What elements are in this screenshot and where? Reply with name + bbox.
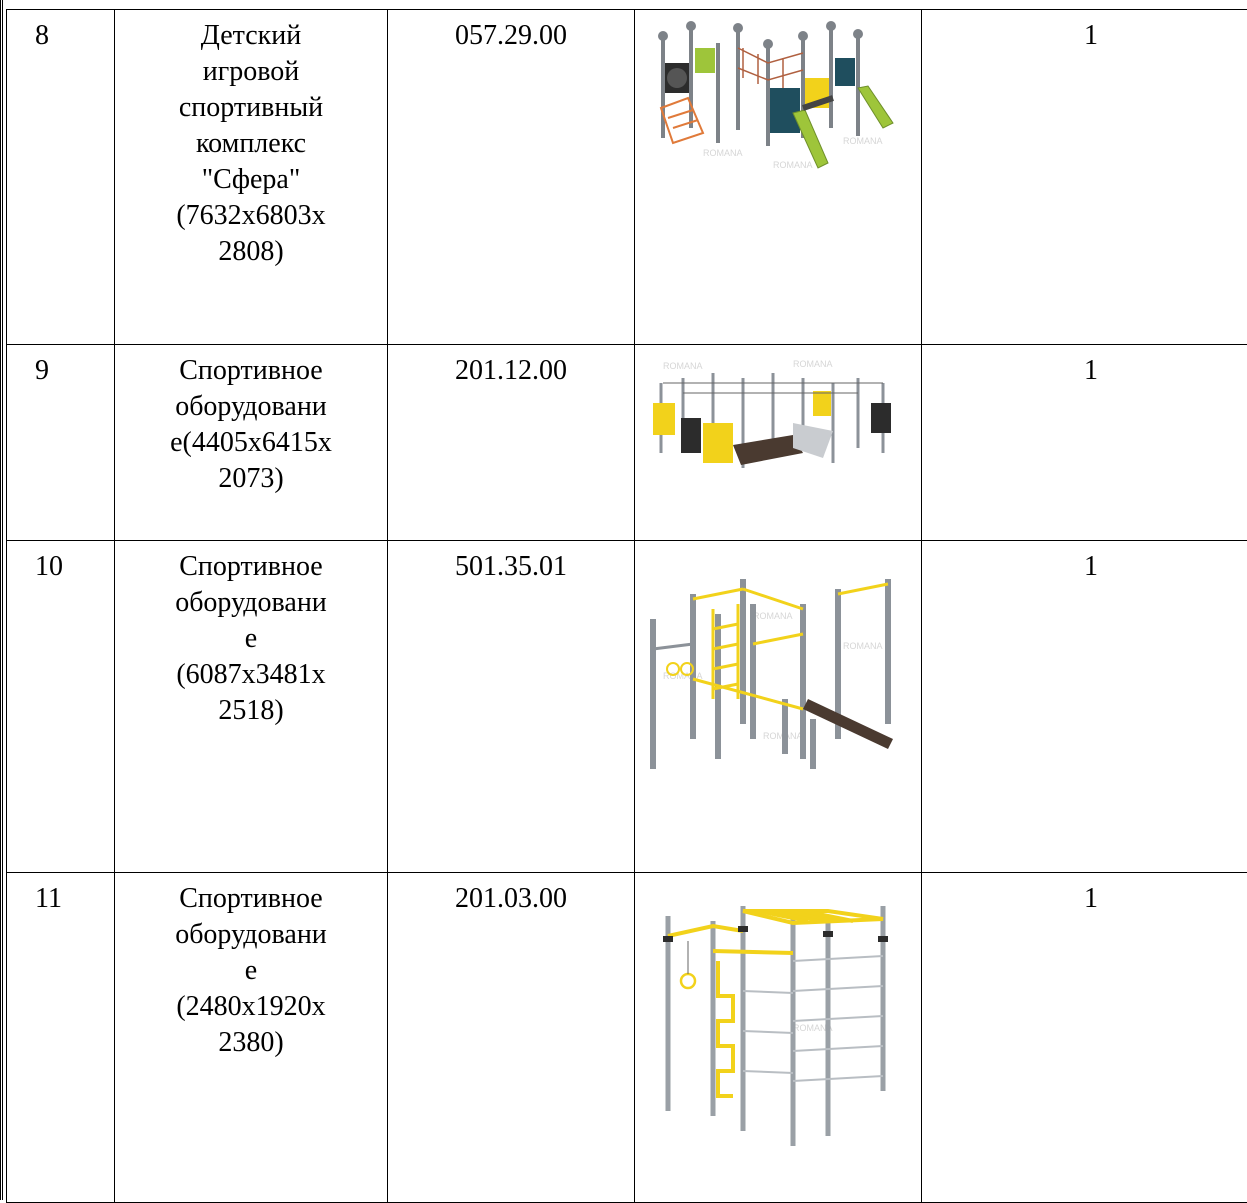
svg-text:ROMANA: ROMANA (663, 361, 703, 371)
row-number-cell: 10 (7, 541, 115, 873)
svg-text:ROMANA: ROMANA (703, 148, 743, 158)
svg-text:ROMANA: ROMANA (843, 136, 883, 146)
item-name-cell: Детский игровой спортивный комплекс "Сфе… (115, 10, 388, 345)
playground-complex-image: ROMANA ROMANA ROMANA (643, 18, 908, 193)
row-number: 8 (35, 10, 114, 54)
item-name-cell: Спортивное оборудовани е (2480x1920x 238… (115, 873, 388, 1203)
row-number: 9 (35, 345, 114, 389)
item-name-cell: Спортивное оборудовани е (6087x3481x 251… (115, 541, 388, 873)
equipment-table: 8 Детский игровой спортивный комплекс "С… (6, 9, 1247, 1203)
table-row: 9 Спортивное оборудовани е(4405x6415x 20… (7, 345, 1247, 541)
quantity: 1 (922, 10, 1247, 54)
item-code: 057.29.00 (388, 10, 634, 54)
quantity: 1 (922, 873, 1247, 917)
quantity-cell: 1 (922, 541, 1247, 873)
row-number-cell: 8 (7, 10, 115, 345)
monkey-bars-image: ROMANA (643, 881, 908, 1171)
item-name: Спортивное оборудовани е(4405x6415x 2073… (115, 345, 387, 497)
quantity: 1 (922, 345, 1247, 389)
row-number-cell: 9 (7, 345, 115, 541)
quantity: 1 (922, 541, 1247, 585)
item-name-cell: Спортивное оборудовани е(4405x6415x 2073… (115, 345, 388, 541)
item-image-cell: ROMANA ROMANA ROMANA ROMANA (635, 541, 922, 873)
table-row: 8 Детский игровой спортивный комплекс "С… (7, 10, 1247, 345)
row-number: 11 (35, 873, 114, 917)
item-image-cell: ROMANA (635, 873, 922, 1203)
quantity-cell: 1 (922, 10, 1247, 345)
svg-text:ROMANA: ROMANA (793, 359, 833, 369)
item-image-cell: ROMANA ROMANA ROMANA (635, 10, 922, 345)
item-name: Спортивное оборудовани е (6087x3481x 251… (115, 541, 387, 729)
table-row: 10 Спортивное оборудовани е (6087x3481x … (7, 541, 1247, 873)
row-number: 10 (35, 541, 114, 585)
item-code: 501.35.01 (388, 541, 634, 585)
quantity-cell: 1 (922, 345, 1247, 541)
item-code-cell: 057.29.00 (388, 10, 635, 345)
svg-text:ROMANA: ROMANA (843, 641, 883, 651)
item-code: 201.03.00 (388, 873, 634, 917)
page-left-double-border (0, 0, 3, 1200)
item-code: 201.12.00 (388, 345, 634, 389)
svg-text:ROMANA: ROMANA (773, 160, 813, 170)
quantity-cell: 1 (922, 873, 1247, 1203)
table-row: 11 Спортивное оборудовани е (2480x1920x … (7, 873, 1247, 1203)
item-code-cell: 201.12.00 (388, 345, 635, 541)
row-number-cell: 11 (7, 873, 115, 1203)
workout-bars-image: ROMANA ROMANA ROMANA ROMANA (643, 549, 908, 809)
item-name: Детский игровой спортивный комплекс "Сфе… (115, 10, 387, 270)
item-name: Спортивное оборудовани е (2480x1920x 238… (115, 873, 387, 1061)
svg-text:ROMANA: ROMANA (753, 611, 793, 621)
item-code-cell: 501.35.01 (388, 541, 635, 873)
sports-platform-image: ROMANA ROMANA (643, 353, 908, 503)
item-image-cell: ROMANA ROMANA (635, 345, 922, 541)
item-code-cell: 201.03.00 (388, 873, 635, 1203)
